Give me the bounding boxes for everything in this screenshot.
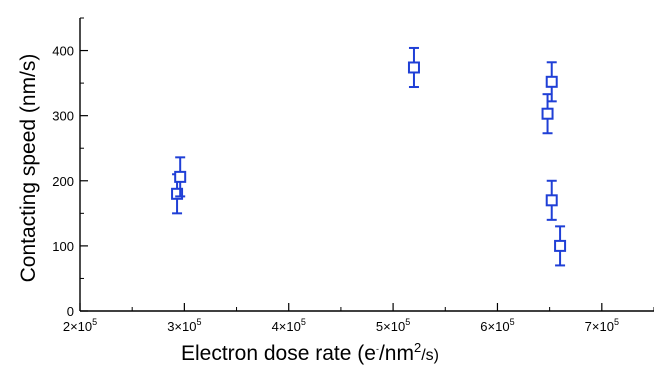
square-marker [545, 75, 558, 88]
square-marker [554, 239, 567, 252]
y-tick-label: 200 [52, 174, 74, 189]
plot-axes [79, 18, 654, 312]
y-axis-ticks: 0 100 200 300 400 [52, 17, 88, 319]
y-axis-title: Contacting speed (nm/s) [17, 54, 40, 283]
x-axis-title: Electron dose rate (e-/nm2/s) [181, 340, 439, 365]
data-point [407, 46, 420, 89]
x-tick-label: 2×105 [63, 317, 97, 334]
x-tick-label: 4×105 [272, 317, 306, 334]
x-tick-label: 3×105 [167, 317, 201, 334]
square-marker [171, 187, 184, 200]
square-marker [174, 170, 187, 183]
x-axis-ticks: 2×105 3×105 4×105 5×105 6×105 7×105 [63, 303, 654, 334]
square-marker [407, 61, 420, 74]
y-tick-label: 400 [52, 44, 74, 59]
data-point [554, 225, 567, 267]
y-tick-label: 300 [52, 109, 74, 124]
data-point [545, 179, 558, 221]
x-tick-label: 5×105 [376, 317, 410, 334]
data-point [174, 156, 187, 198]
y-tick-label: 100 [52, 239, 74, 254]
y-tick-label: 0 [67, 304, 74, 319]
x-tick-label: 6×105 [480, 317, 514, 334]
square-marker [541, 107, 554, 120]
data-point [545, 61, 558, 103]
square-marker [545, 194, 558, 207]
data-points [171, 46, 567, 267]
x-tick-label: 7×105 [585, 317, 619, 334]
